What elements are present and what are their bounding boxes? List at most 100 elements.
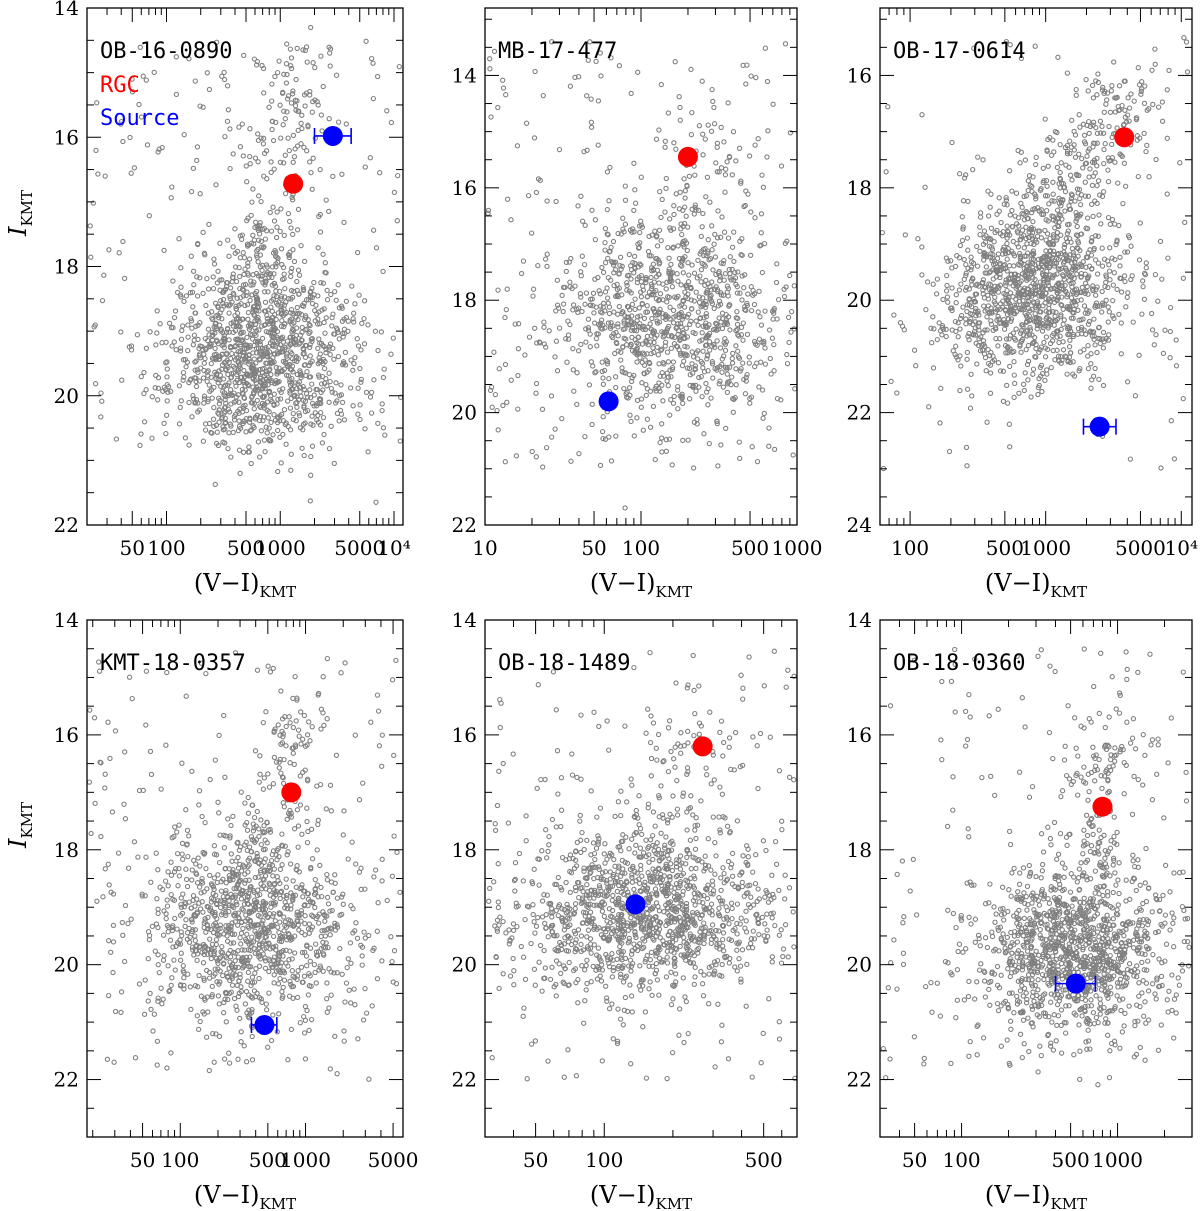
star-point [278,335,284,341]
star-point [600,381,607,387]
star-point [766,443,772,449]
star-point [290,327,297,334]
star-point [1060,306,1066,312]
star-point [995,251,1002,257]
star-point [1173,337,1179,343]
star-point [593,369,599,375]
star-point [355,343,362,349]
star-point [591,310,597,316]
star-point [164,374,170,380]
star-point [588,119,595,125]
star-point [294,371,301,378]
star-point [1021,245,1027,251]
star-point [994,211,1000,217]
star-point [556,146,563,153]
star-point [141,369,147,376]
star-point [248,399,254,406]
star-point [317,321,323,327]
star-point [515,321,522,327]
star-point [190,304,196,310]
star-point [544,251,550,257]
star-point [1033,314,1040,321]
star-point [271,412,277,418]
star-point [786,339,792,346]
star-point [589,421,595,428]
star-point [628,342,634,348]
star-point [628,418,634,425]
star-point [1085,193,1092,199]
star-point [1034,233,1041,239]
star-point [1036,375,1042,382]
star-point [284,398,291,404]
star-point [268,304,274,310]
star-point [268,228,275,234]
star-point [766,425,772,431]
star-point [320,909,326,915]
star-point [277,159,284,165]
star-point [631,433,637,439]
star-point [669,366,675,373]
star-point [287,361,293,368]
star-point [1157,238,1164,245]
star-point [578,294,584,300]
star-point [1140,283,1146,290]
star-point [672,59,678,65]
star-point [213,324,219,330]
star-point [636,223,643,229]
star-point [1153,332,1159,338]
star-point [307,374,314,380]
star-point [1004,256,1010,262]
star-point [202,355,208,362]
star-point [1136,257,1143,263]
star-point [249,292,255,298]
star-point [693,350,700,356]
star-point [206,420,213,427]
star-point [740,320,746,326]
star-point [721,277,727,283]
star-point [1007,306,1013,312]
star-point [541,324,547,330]
star-point [731,258,737,265]
star-point [715,208,721,214]
x-tick-label: 10⁴ [1165,536,1198,560]
star-point [970,166,976,173]
star-point [993,274,1000,280]
star-point [285,135,291,141]
star-point [276,345,282,351]
star-point [1167,328,1173,335]
star-point [169,927,176,934]
star-point [581,261,588,268]
star-point [682,188,688,194]
star-point [309,285,315,291]
star-point [287,341,294,347]
star-point [1030,275,1036,281]
star-point [367,394,374,400]
star-point [1056,339,1062,346]
star-point [1149,67,1155,73]
star-point [236,399,242,405]
star-point [732,395,738,401]
star-point [554,277,561,283]
star-point [262,299,269,305]
star-point [700,152,706,158]
star-point [1060,321,1066,327]
star-point [503,306,509,313]
star-point [164,897,170,903]
star-point [977,210,984,216]
star-point [116,250,122,256]
star-point [250,304,257,310]
star-point [203,346,209,353]
star-point [248,282,254,288]
star-point [1081,303,1088,309]
star-point [178,265,184,271]
star-point [1105,178,1112,185]
star-point [1054,255,1060,262]
star-point [1038,362,1045,369]
star-point [697,338,703,344]
star-point [163,412,170,418]
star-point [594,331,600,337]
star-point [1075,325,1082,332]
star-point [274,69,281,76]
star-point [310,60,316,66]
star-point [1058,232,1064,238]
